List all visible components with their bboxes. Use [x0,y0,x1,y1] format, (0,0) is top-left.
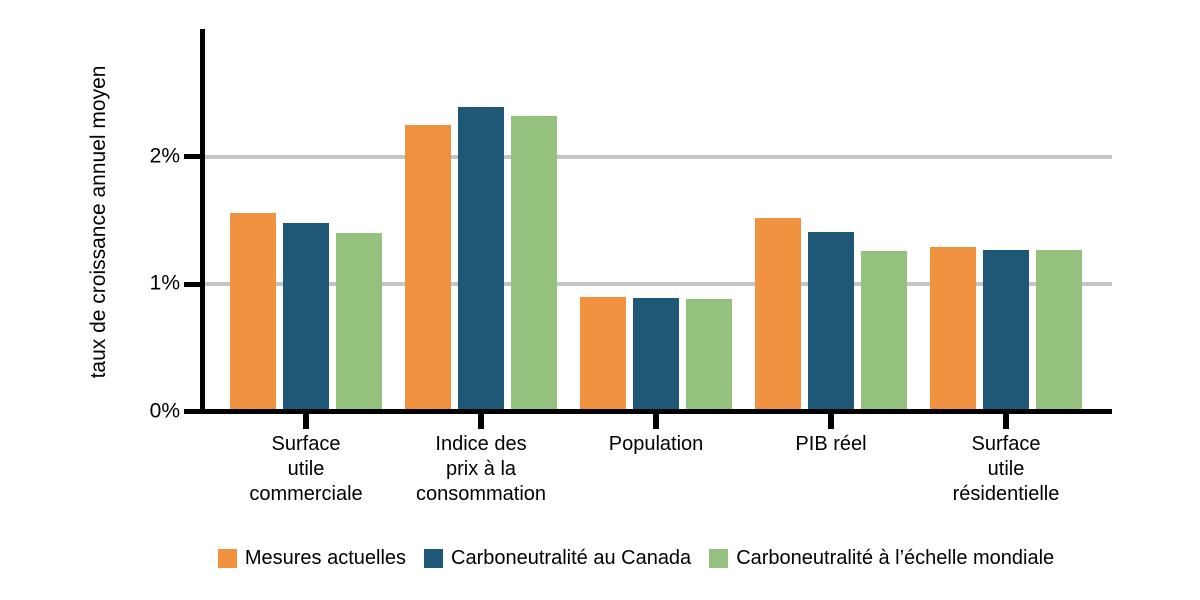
x-axis-label: Surface utile commerciale [249,432,362,507]
bar [633,298,679,412]
x-axis-tick [653,414,659,429]
bar [580,296,626,412]
y-axis-tick [184,154,200,159]
x-axis-label-line: commerciale [249,483,363,505]
x-axis-label-line: PIB réel [795,433,867,455]
y-axis-tick [184,281,200,287]
y-tick-label: 0% [149,399,180,423]
x-axis-label-line: utile [987,458,1025,480]
legend-swatch [217,549,237,568]
x-axis-label-line: Surface [271,433,341,455]
x-axis-label: PIB réel [795,432,866,457]
x-axis-label: Surface utile résidentielle [953,432,1060,507]
bar [983,249,1029,412]
legend-swatch [709,549,729,568]
x-axis-label: Population [609,432,704,457]
x-axis-tick [1003,414,1009,429]
legend-item: Carboneutralité à l’échelle mondiale [709,547,1054,570]
legend-label: Carboneutralité au Canada [451,547,692,569]
legend-item: Mesures actuelles [217,547,407,570]
x-axis-tick [303,414,309,429]
bar [755,217,801,412]
bar [405,124,451,412]
y-tick-label: 1% [149,271,180,295]
x-axis-label-line: Population [608,433,704,455]
y-tick-label: 2% [149,144,180,168]
x-axis-label-line: résidentielle [952,483,1060,505]
y-axis-title: taux de croissance annuel moyen [87,65,110,379]
gridline [205,282,1112,286]
x-axis-label-line: consommation [415,483,547,505]
legend-swatch [424,549,444,568]
y-axis-line [200,29,205,414]
legend-item: Carboneutralité au Canada [424,547,691,570]
y-axis-tick [184,409,200,414]
x-axis-tick [478,414,484,429]
legend-label: Mesures actuelles [244,547,407,569]
bar [458,106,504,412]
bar [1036,249,1082,412]
x-axis-label-line: prix à la [445,458,517,480]
bar [808,231,854,412]
bar [686,299,732,412]
x-axis-label: Indice des prix à la consommation [416,432,546,507]
legend-label: Carboneutralité à l’échelle mondiale [736,547,1055,569]
gridline [205,154,1112,159]
x-axis-tick [828,414,834,429]
bar [930,247,976,412]
bar [336,233,382,412]
x-axis-label-line: Surface [971,433,1041,455]
bar [511,115,557,412]
bar [283,222,329,412]
x-axis-label-line: utile [287,458,325,480]
legend: Mesures actuelles Carboneutralité au Cana… [36,547,1200,570]
bar [230,212,276,412]
x-axis-line [200,409,1112,414]
x-axis-label-line: Indice des [435,433,527,455]
bar [861,250,907,412]
